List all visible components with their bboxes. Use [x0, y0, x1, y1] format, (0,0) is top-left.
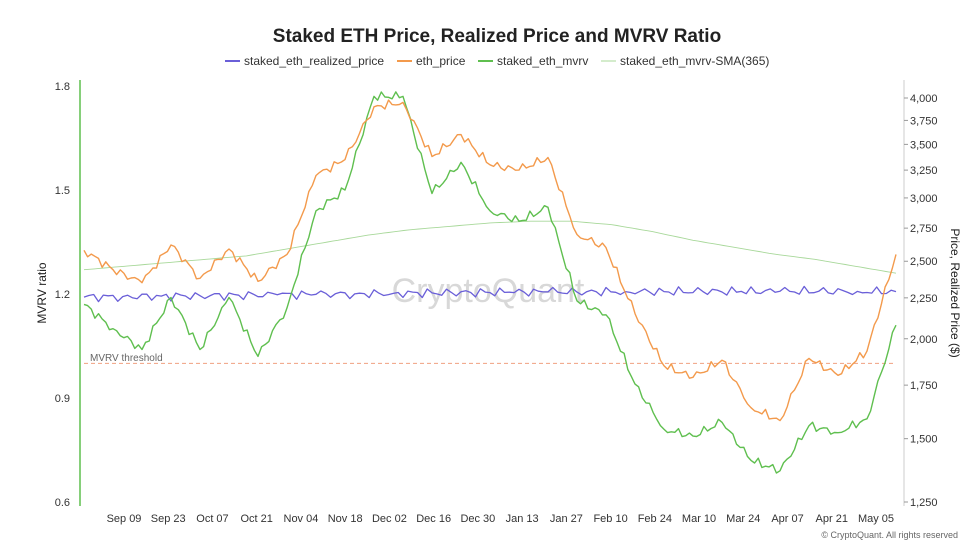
x-tick-label: Sep 23 — [151, 513, 186, 525]
x-tick-label: Oct 21 — [241, 513, 273, 525]
left-tick-label: 0.6 — [55, 497, 70, 509]
left-tick-label: 0.9 — [55, 393, 70, 405]
right-tick-label: 3,000 — [910, 193, 938, 205]
x-tick-label: Mar 24 — [726, 513, 760, 525]
legend-entry-mvrv[interactable]: staked_eth_mvrv — [497, 54, 588, 68]
right-tick-label: 1,750 — [910, 380, 938, 392]
right-tick-label: 1,500 — [910, 434, 938, 446]
right-tick-label: 4,000 — [910, 93, 938, 105]
x-tick-label: Nov 18 — [328, 513, 363, 525]
series-line-eth-price — [83, 99, 897, 422]
chart-title: Staked ETH Price, Realized Price and MVR… — [273, 26, 721, 47]
legend-entry-sma[interactable]: staked_eth_mvrv-SMA(365) — [620, 54, 769, 68]
left-tick-label: 1.8 — [55, 81, 70, 93]
x-tick-label: Jan 13 — [506, 513, 539, 525]
series-line-mvrv-sma365 — [83, 220, 897, 274]
x-tick-label: Dec 30 — [460, 513, 495, 525]
left-tick-label: 1.2 — [55, 289, 70, 301]
right-tick-label: 2,250 — [910, 293, 938, 305]
legend-entry-realized[interactable]: staked_eth_realized_price — [244, 54, 384, 68]
threshold-label: MVRV threshold — [90, 353, 163, 364]
x-tick-label: Sep 09 — [107, 513, 142, 525]
watermark: CryptoQuant — [392, 272, 585, 310]
x-tick-label: Jan 27 — [550, 513, 583, 525]
x-tick-label: Mar 10 — [682, 513, 716, 525]
left-axis-label: MVRV ratio — [35, 262, 49, 323]
right-tick-label: 2,000 — [910, 334, 938, 346]
right-tick-label: 1,250 — [910, 497, 938, 509]
right-tick-label: 2,500 — [910, 256, 938, 268]
left-tick-label: 1.5 — [55, 185, 70, 197]
x-tick-label: Feb 10 — [593, 513, 627, 525]
x-tick-label: Nov 04 — [284, 513, 319, 525]
right-tick-label: 3,750 — [910, 115, 938, 127]
right-tick-label: 3,500 — [910, 139, 938, 151]
right-axis-ticks: 1,250 1,500 1,750 2,000 2,250 2,500 2,750 3,000… — [904, 93, 938, 509]
copyright-credit: © CryptoQuant. All rights reserved — [821, 530, 958, 540]
x-tick-label: Apr 07 — [771, 513, 803, 525]
x-tick-label: Feb 24 — [638, 513, 672, 525]
legend-entry-price[interactable]: eth_price — [416, 54, 466, 68]
right-axis-label: Price, Realized Price ($) — [948, 228, 962, 357]
x-tick-label: May 05 — [858, 513, 894, 525]
x-tick-label: Apr 21 — [816, 513, 848, 525]
legend: staked_eth_realized_price eth_price stak… — [225, 54, 769, 68]
x-tick-label: Dec 02 — [372, 513, 407, 525]
right-tick-label: 2,750 — [910, 223, 938, 235]
x-tick-label: Dec 16 — [416, 513, 451, 525]
plot-area — [83, 91, 897, 474]
left-axis-ticks: 0.6 0.9 1.2 1.5 1.8 — [55, 81, 70, 509]
series-line-realized-price — [83, 285, 897, 303]
x-axis-ticks: Sep 09 Sep 23 Oct 07 Oct 21 Nov 04 Nov 18 Dec … — [107, 513, 894, 525]
x-tick-label: Oct 07 — [196, 513, 228, 525]
series-line-mvrv — [83, 91, 897, 474]
right-tick-label: 3,250 — [910, 165, 938, 177]
